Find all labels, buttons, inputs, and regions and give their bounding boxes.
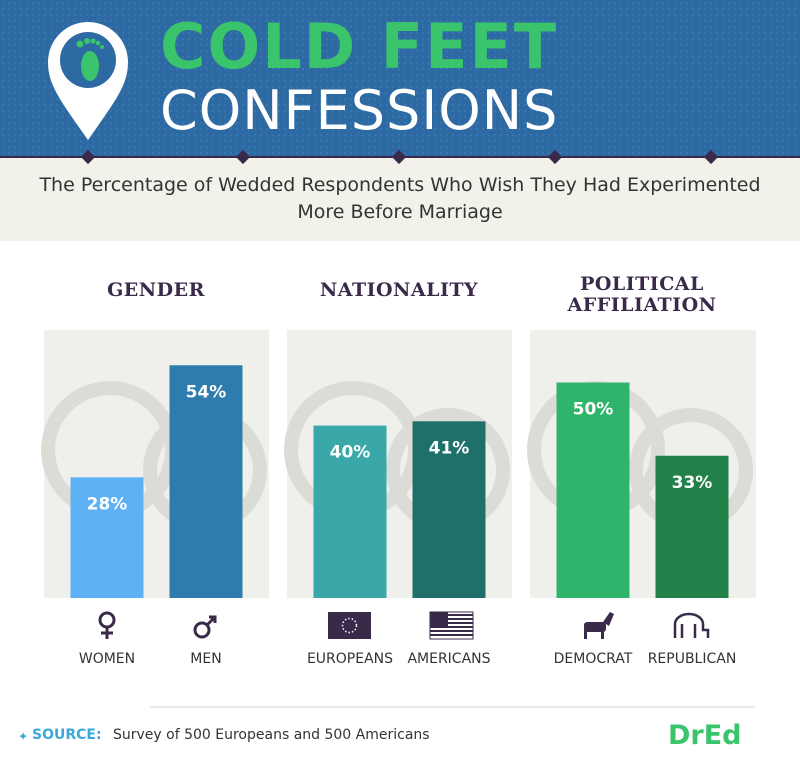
bar bbox=[655, 455, 729, 598]
category-label: DEMOCRAT bbox=[554, 651, 633, 667]
women-icon bbox=[98, 611, 116, 639]
bar bbox=[169, 365, 243, 598]
elephant-icon bbox=[673, 612, 710, 638]
value-label: 33% bbox=[672, 473, 713, 493]
value-label: 54% bbox=[186, 382, 227, 402]
logo: DrEd bbox=[668, 720, 742, 751]
source-label: SOURCE: bbox=[32, 727, 102, 743]
us-flag-icon bbox=[429, 611, 474, 640]
value-label: 50% bbox=[573, 400, 614, 420]
bar bbox=[412, 421, 486, 598]
diamonds bbox=[80, 149, 719, 165]
value-label: 28% bbox=[87, 494, 128, 514]
subtitle: The Percentage of Wedded Respondents Who… bbox=[39, 174, 761, 223]
chart-title: NATIONALITY bbox=[319, 279, 479, 301]
pin-icon bbox=[48, 22, 128, 140]
header-pattern bbox=[0, 0, 800, 157]
value-label: 41% bbox=[429, 438, 470, 458]
source-text: Survey of 500 Europeans and 500 American… bbox=[113, 727, 430, 743]
category-label: AMERICANS bbox=[407, 651, 490, 667]
bar bbox=[70, 477, 144, 598]
chart-title: GENDER bbox=[107, 279, 205, 301]
title-line1: COLD FEET bbox=[160, 10, 559, 83]
value-label: 40% bbox=[330, 443, 371, 463]
category-label: MEN bbox=[190, 651, 221, 667]
category-label: WOMEN bbox=[79, 651, 135, 667]
category-label: EUROPEANS bbox=[307, 651, 393, 667]
bar bbox=[556, 382, 630, 598]
subtitle-band bbox=[0, 157, 800, 241]
bar bbox=[313, 425, 387, 598]
title-line2: CONFESSIONS bbox=[160, 79, 559, 142]
category-label: REPUBLICAN bbox=[648, 651, 737, 667]
source-star: ✦ bbox=[18, 730, 28, 744]
men-icon bbox=[193, 615, 217, 639]
eu-flag-icon bbox=[328, 612, 371, 639]
donkey-icon bbox=[584, 612, 614, 639]
chart-title: POLITICAL AFFILIATION bbox=[567, 273, 717, 316]
